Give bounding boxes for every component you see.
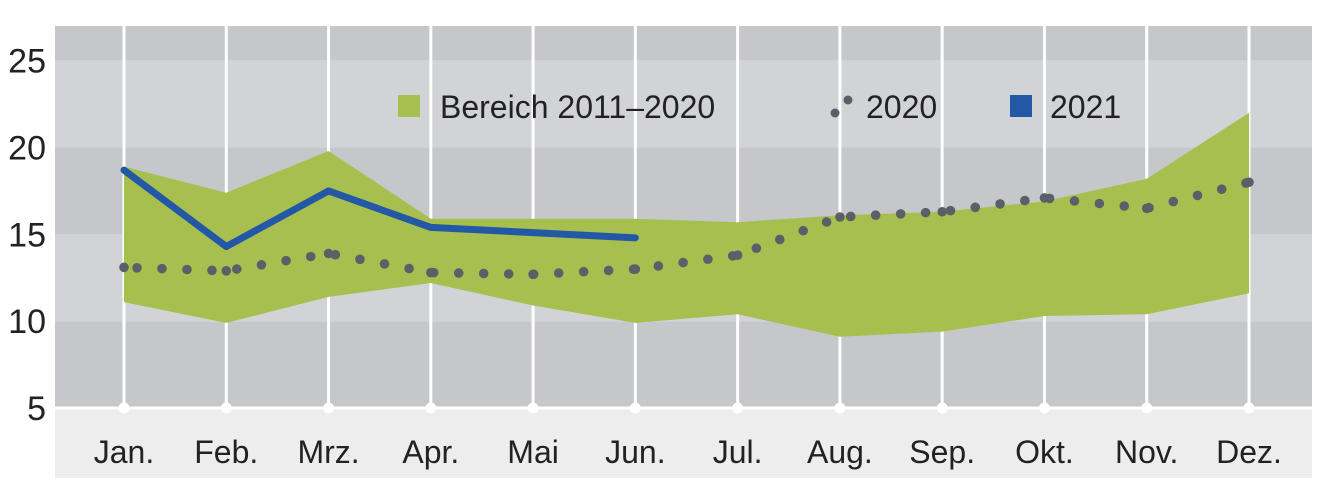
x-tick-label: Jan. bbox=[94, 434, 154, 470]
series-2020-point bbox=[323, 248, 334, 259]
series-2020-dot bbox=[355, 254, 365, 265]
series-2020-dot bbox=[256, 260, 267, 270]
series-2021 bbox=[120, 166, 639, 251]
series-2020-point bbox=[1244, 177, 1254, 188]
series-2020-dot bbox=[821, 217, 832, 227]
vertical-gridlines bbox=[118, 26, 1255, 414]
y-tick-label: 15 bbox=[8, 216, 46, 254]
legend-2021-swatch bbox=[1010, 95, 1032, 117]
x-tick-label: Nov. bbox=[1115, 434, 1178, 470]
series-2020-point bbox=[528, 269, 538, 280]
series-2020-dot bbox=[1192, 190, 1203, 201]
series-2020-point bbox=[835, 212, 845, 222]
background-stripe bbox=[55, 26, 1312, 61]
y-tick-label: 10 bbox=[8, 303, 46, 341]
series-2020-point bbox=[119, 262, 129, 273]
series-2020-dot bbox=[653, 261, 664, 271]
x-tick-label: Sep. bbox=[909, 434, 975, 470]
series-2020-dot bbox=[870, 210, 881, 220]
series-2020-dot bbox=[678, 257, 688, 268]
legend: Bereich 2011–2020 2020 2021 bbox=[398, 89, 1121, 125]
series-2020-dot bbox=[845, 211, 856, 222]
series-2020-dot bbox=[157, 263, 167, 274]
y-axis-tick-labels: 5 10 15 20 25 bbox=[8, 43, 46, 428]
series-2020-dot bbox=[1094, 198, 1105, 209]
x-tick-label: Dez. bbox=[1216, 434, 1282, 470]
series-2020-dot bbox=[1168, 196, 1179, 207]
x-tick-label: Feb. bbox=[194, 434, 258, 470]
x-axis-background bbox=[55, 408, 1312, 478]
series-2020-point bbox=[732, 250, 743, 260]
x-tick-label: Mai bbox=[507, 434, 559, 470]
legend-band-label: Bereich 2011–2020 bbox=[440, 89, 715, 125]
x-tick-label: Mrz. bbox=[297, 434, 359, 470]
series-2020-dot bbox=[995, 199, 1005, 209]
series-2020-dot bbox=[132, 262, 142, 273]
series-2020-dot bbox=[281, 255, 291, 266]
legend-2020-label: 2020 bbox=[866, 89, 937, 125]
series-2020-dot bbox=[774, 234, 785, 245]
series-2020-point bbox=[426, 267, 436, 278]
series-2020-dot bbox=[751, 243, 762, 254]
background-stripe bbox=[55, 60, 1312, 148]
series-2021-line bbox=[120, 166, 639, 251]
y-tick-label: 20 bbox=[8, 130, 46, 168]
background-stripe bbox=[55, 321, 1312, 408]
series-2020-dot bbox=[1020, 195, 1030, 206]
series-2020-dot bbox=[231, 264, 242, 274]
y-tick-label: 5 bbox=[27, 390, 46, 428]
series-2020-point bbox=[1141, 203, 1152, 214]
series-2020-dot bbox=[1119, 201, 1130, 211]
series-2020-dot bbox=[895, 209, 906, 219]
series-2020-dot bbox=[603, 265, 614, 276]
series-2020-dot bbox=[920, 207, 931, 218]
series-2020-point bbox=[937, 206, 947, 217]
x-tick-label: Jun. bbox=[605, 434, 665, 470]
legend-2021-label: 2021 bbox=[1050, 89, 1121, 125]
series-2020-dot bbox=[478, 268, 489, 279]
x-tick-label: Apr. bbox=[402, 434, 459, 470]
series-2020-dot bbox=[1069, 196, 1080, 206]
series-2020-point bbox=[630, 264, 641, 274]
series-2020-dot bbox=[207, 265, 217, 276]
legend-band-swatch bbox=[398, 95, 420, 117]
series-2020-dot bbox=[182, 264, 192, 275]
x-tick-label: Okt. bbox=[1015, 434, 1074, 470]
series-2020-dot bbox=[703, 254, 713, 265]
series-2020-dot bbox=[503, 269, 514, 279]
series-2020-dot bbox=[379, 259, 390, 269]
legend-2020-dot bbox=[830, 108, 840, 118]
series-2020-dot bbox=[970, 202, 981, 213]
series-2020-dot bbox=[305, 251, 316, 262]
series-2020-point bbox=[1039, 193, 1050, 203]
series-2020 bbox=[119, 177, 1254, 280]
series-2020-point bbox=[221, 266, 232, 276]
series-2020-dot bbox=[798, 225, 808, 236]
x-axis-tick-labels: Jan. Feb. Mrz. Apr. Mai Jun. Jul. Aug. Sep. Okt. N… bbox=[94, 434, 1282, 470]
series-2020-dot bbox=[404, 263, 414, 274]
y-tick-label: 25 bbox=[8, 43, 46, 81]
x-tick-label: Aug. bbox=[807, 434, 873, 470]
series-2020-dot bbox=[945, 205, 956, 216]
legend-2020-swatch bbox=[830, 95, 853, 118]
series-2020-dot bbox=[453, 268, 464, 278]
series-2020-dot bbox=[553, 268, 564, 278]
series-2020-dot bbox=[578, 266, 589, 277]
x-tick-label: Jul. bbox=[713, 434, 763, 470]
legend-2020-dot bbox=[843, 95, 853, 105]
range-band-2011-2020 bbox=[124, 112, 1249, 337]
series-2020-dot bbox=[1216, 184, 1227, 195]
